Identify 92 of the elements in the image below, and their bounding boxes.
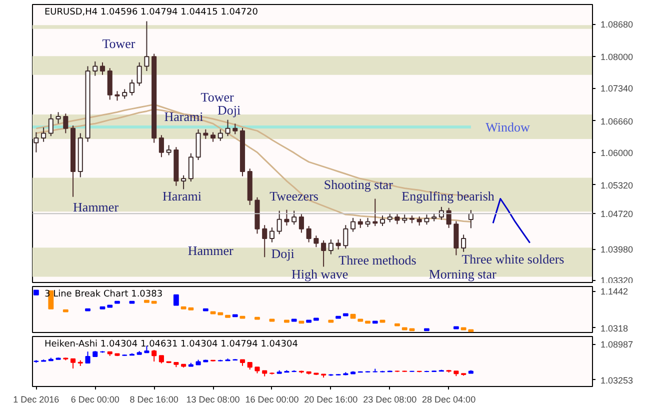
candlestick	[63, 113, 68, 134]
candlestick	[152, 349, 157, 362]
x-tick-label: 8 Dec 16:00	[130, 394, 178, 404]
candlestick	[298, 214, 304, 234]
annotation: Three methods	[338, 252, 416, 268]
candlestick	[372, 198, 378, 227]
bar	[173, 294, 179, 306]
candlestick	[321, 240, 326, 268]
y-tick-label: 1.0318	[600, 323, 628, 334]
annotation: High wave	[291, 266, 348, 282]
y-tick-label: 1.07340	[600, 84, 634, 94]
candlestick	[394, 214, 400, 225]
y-tick-label: 1.06000	[600, 148, 634, 158]
candlestick	[158, 134, 164, 158]
annotation: Hammer	[188, 243, 234, 258]
y-tick-label: 1.04720	[600, 209, 634, 220]
x-tick-label: 16 Dec 00:00	[245, 394, 299, 404]
annotation: Tower	[200, 89, 234, 104]
y-tick-label: 1.08000	[600, 52, 634, 62]
y-tick-label: 1.08987	[600, 340, 634, 350]
candlestick	[34, 132, 39, 153]
candlestick	[92, 60, 98, 76]
annotation: Three white solders	[462, 252, 564, 267]
candlestick	[129, 79, 134, 96]
candlestick	[70, 358, 76, 370]
candlestick	[350, 217, 356, 232]
ref-line-label: Window	[486, 119, 531, 134]
bar	[48, 290, 54, 310]
candlestick	[196, 128, 201, 161]
candlestick	[292, 210, 297, 226]
x-tick-label: 1 Dec 2016	[13, 394, 60, 404]
annotation: Harami	[164, 109, 204, 124]
y-tick-label: 1.1442	[600, 286, 628, 297]
candlestick	[387, 212, 392, 223]
x-tick-label: 23 Dec 08:00	[363, 394, 417, 404]
bar	[33, 290, 39, 296]
candlestick	[56, 112, 61, 124]
chart-title: Heiken-Ashi 1.04304 1.04631 1.04304 1.04794 1.04304	[44, 340, 298, 350]
annotation: Morning star	[428, 266, 498, 282]
x-tick-label: 28 Dec 04:00	[422, 394, 476, 404]
candlestick	[166, 144, 172, 156]
annotation: Hammer	[73, 199, 120, 214]
candlestick	[203, 128, 208, 140]
candlestick	[218, 128, 223, 142]
candlestick	[336, 238, 341, 250]
y-tick-label: 1.03980	[600, 244, 634, 255]
candlestick	[188, 152, 194, 182]
bar	[350, 314, 356, 319]
candlestick	[144, 20, 150, 72]
candlestick	[424, 214, 430, 226]
candlestick	[314, 235, 319, 248]
candlestick	[41, 126, 46, 142]
candlestick	[85, 351, 90, 364]
annotation: Shooting star	[324, 176, 394, 192]
annotation: Harami	[162, 188, 202, 204]
annotation: Engulfing bearish	[402, 188, 495, 204]
annotation: Doji	[218, 102, 242, 118]
candlestick	[284, 209, 290, 226]
candlestick	[114, 90, 120, 102]
candlestick	[232, 123, 238, 135]
annotation: Tweezers	[270, 188, 318, 204]
candlestick	[416, 216, 422, 226]
candlestick	[262, 224, 268, 258]
candlestick	[48, 114, 54, 137]
x-tick-label: 13 Dec 08:00	[186, 394, 240, 404]
candlestick	[380, 215, 386, 227]
candlestick	[358, 218, 363, 228]
candlestick	[107, 68, 112, 100]
candlestick	[343, 224, 348, 250]
y-tick-label: 1.03253	[600, 375, 634, 386]
x-tick-label: 20 Dec 16:00	[304, 394, 358, 404]
chart-title: EURUSD,H4 1.04596 1.04794 1.04415 1.04720	[44, 8, 258, 18]
candlestick	[446, 207, 452, 228]
candlestick	[306, 226, 312, 243]
candlestick	[454, 220, 459, 256]
candlestick	[225, 119, 230, 137]
candlestick	[100, 62, 106, 76]
candlestick	[269, 226, 274, 243]
y-tick-label: 1.08680	[600, 20, 634, 30]
y-tick-label: 1.05320	[600, 180, 634, 190]
candlestick	[210, 132, 216, 142]
annotation: Tower	[102, 36, 136, 52]
candlestick	[328, 238, 334, 255]
annotation: Doji	[271, 246, 295, 261]
candlestick	[461, 234, 466, 252]
x-tick-label: 6 Dec 00:00	[70, 394, 120, 404]
candlestick	[136, 62, 142, 86]
candlestick	[181, 174, 186, 190]
y-tick-label: 1.06660	[600, 116, 634, 126]
candlestick	[122, 88, 128, 100]
candlestick	[276, 210, 282, 235]
candlestick	[365, 217, 370, 228]
